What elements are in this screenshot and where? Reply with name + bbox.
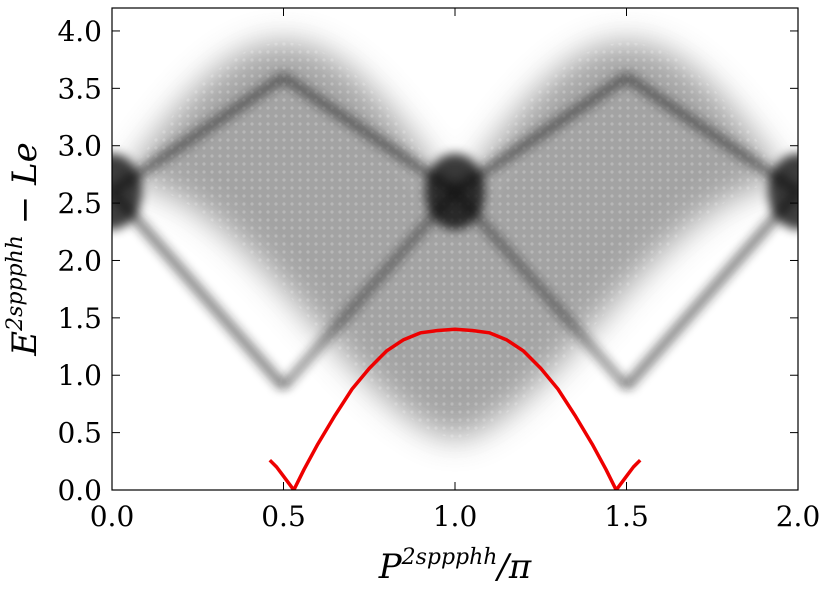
continuum-ridge bbox=[452, 72, 630, 196]
x-tick-label: 0.0 bbox=[90, 500, 135, 533]
x-tick-label: 2.0 bbox=[776, 500, 821, 533]
y-tick-label: 3.5 bbox=[57, 72, 102, 105]
continuum-ridge bbox=[623, 72, 798, 196]
x-tick-label: 0.5 bbox=[261, 500, 306, 533]
continuum-ridge bbox=[451, 188, 630, 390]
continuum-texture bbox=[112, 42, 798, 439]
y-axis-label: E2sppphh − Le bbox=[3, 142, 45, 357]
continuum-ridge bbox=[280, 188, 459, 390]
y-tick-label: 3.0 bbox=[57, 130, 102, 163]
y-tick-label: 0.5 bbox=[57, 417, 102, 450]
continuum-node bbox=[768, 153, 798, 230]
y-axis-ticks: 0.0 0.5 1.0 1.5 2.0 2.5 3.0 3.5 4.0 bbox=[57, 15, 798, 507]
y-tick-label: 2.0 bbox=[57, 244, 102, 277]
y-tick-label: 4.0 bbox=[57, 15, 102, 48]
continuum-node bbox=[112, 153, 142, 230]
continuum-ridge bbox=[112, 188, 288, 391]
continuum-density bbox=[112, 42, 798, 439]
y-tick-label: 0.0 bbox=[57, 474, 102, 507]
x-tick-label: 1.0 bbox=[433, 500, 478, 533]
x-tick-label: 1.5 bbox=[604, 500, 649, 533]
x-axis-label: P2sppphh/π bbox=[378, 545, 532, 587]
y-tick-label: 2.5 bbox=[57, 187, 102, 220]
y-tick-label: 1.0 bbox=[57, 359, 102, 392]
continuum-ridge bbox=[622, 188, 798, 391]
continuum-ridge bbox=[112, 72, 287, 196]
series-line-bound-state bbox=[268, 327, 642, 490]
series-layer bbox=[268, 327, 642, 490]
continuum-ridge bbox=[280, 72, 458, 196]
x-axis-ticks: 0.0 0.5 1.0 1.5 2.0 bbox=[90, 8, 821, 533]
y-tick-label: 1.5 bbox=[57, 302, 102, 335]
continuum-node bbox=[425, 153, 485, 230]
